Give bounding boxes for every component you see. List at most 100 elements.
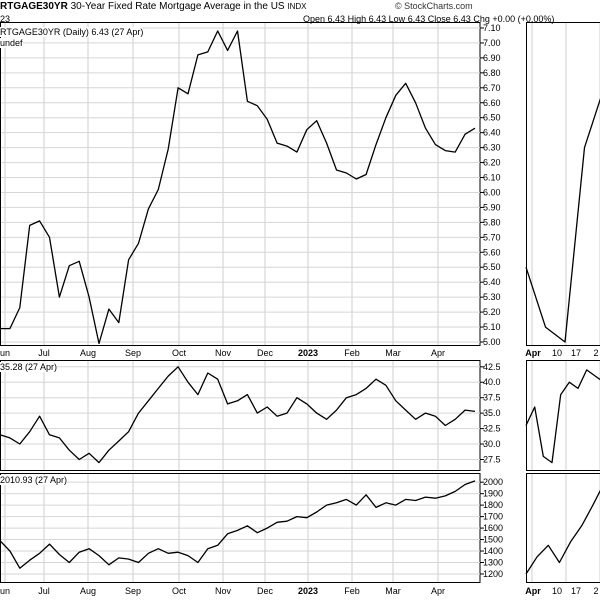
panel-frame-main (0, 22, 481, 346)
right-main-line (525, 97, 600, 343)
main-y-tick-label: 6.80 (483, 68, 501, 78)
main-y-tick-label: 5.80 (483, 217, 501, 227)
main-y-tick-label: 6.00 (483, 187, 501, 197)
right-bottom-x-tick-label: Apr (525, 586, 541, 596)
panel2-y-tick-label: 40.0 (483, 377, 501, 387)
open-label: Open (303, 14, 326, 24)
main-y-tick-label: 6.70 (483, 83, 501, 93)
right-x-tick-label: 10 (552, 348, 562, 358)
x-tick-label: Sep (125, 348, 141, 358)
x-tick-label: un (0, 348, 10, 358)
header-date-fragment: 23 (0, 14, 11, 24)
bottom-x-tick-label: Jul (38, 586, 50, 596)
low-value: 6.43 (407, 14, 426, 24)
panel2-y-tick-label: 32.5 (483, 424, 501, 434)
exchange-label: INDX (287, 2, 307, 11)
panel2-legend: 35.28 (27 Apr) (0, 362, 58, 372)
chg-label: Chg (473, 14, 490, 24)
chart-header: RTGAGE30YR 30-Year Fixed Rate Mortgage A… (0, 0, 554, 24)
right-third-line (525, 489, 600, 575)
right-bottom-x-tick-label: 2 (593, 586, 598, 596)
high-label: High (347, 14, 367, 24)
bottom-x-tick-label: Feb (344, 586, 360, 596)
main-y-tick-label: 5.70 (483, 232, 501, 242)
x-tick-label: Dec (257, 348, 274, 358)
main-y-tick-label: 6.10 (483, 173, 501, 183)
x-tick-label: Feb (344, 348, 360, 358)
high-value: 6.43 (368, 14, 387, 24)
bottom-x-tick-label: Oct (172, 586, 187, 596)
main-y-tick-label: 6.90 (483, 53, 501, 63)
mortgage-rate-line (0, 30, 476, 345)
panel3-y-tick-label: 1600 (483, 523, 503, 533)
panel3-line (0, 480, 476, 569)
panel2-y-tick-label: 42.5 (483, 362, 501, 372)
main-y-tick-label: 6.30 (483, 143, 501, 153)
bottom-x-tick-label: Dec (257, 586, 274, 596)
bottom-x-tick-label: un (0, 586, 10, 596)
panel-frame-second (0, 360, 481, 471)
panel3-y-tick-label: 1400 (483, 546, 503, 556)
right-bottom-x-tick-label: 17 (571, 586, 581, 596)
panel3-y-tick-label: 1900 (483, 489, 503, 499)
bottom-x-tick-label: Apr (431, 586, 445, 596)
main-y-tick-label: 6.50 (483, 113, 501, 123)
x-tick-label: Nov (215, 348, 232, 358)
main-y-tick-label: 6.40 (483, 128, 501, 138)
bottom-x-tick-label: Sep (125, 586, 141, 596)
right-panel-frame-main (526, 22, 600, 346)
right-bottom-x-tick-label: 10 (552, 586, 562, 596)
x-tick-label: Oct (172, 348, 187, 358)
symbol-description: 30-Year Fixed Rate Mortgage Average in t… (70, 1, 285, 12)
panel3-legend: 2010.93 (27 Apr) (0, 475, 68, 485)
ohlc-readout: Open 6.43 High 6.43 Low 6.43 Close 6.43 … (303, 13, 554, 25)
main-y-tick-label: 7.00 (483, 38, 501, 48)
right-x-tick-label: 17 (571, 348, 581, 358)
main-y-tick-label: 5.60 (483, 247, 501, 257)
main-y-tick-label: 7.10 (483, 23, 501, 33)
main-y-tick-label: 5.30 (483, 292, 501, 302)
main-y-tick-label: 5.20 (483, 307, 501, 317)
right-panel-frame-third (526, 473, 600, 583)
main-legend: RTGAGE30YR (Daily) 6.43 (27 Apr) (0, 27, 144, 37)
open-value: 6.43 (327, 14, 346, 24)
x-tick-label: Mar (385, 348, 401, 358)
panel3-y-tick-label: 1300 (483, 557, 503, 567)
brand-watermark: © StockCharts.com (395, 1, 473, 11)
panel2-y-tick-label: 35.0 (483, 408, 501, 418)
x-tick-label: 2023 (298, 348, 318, 358)
main-y-tick-label: 5.50 (483, 262, 501, 272)
main-y-tick-label: 5.40 (483, 277, 501, 287)
chg-value: +0.00 (+0.00%) (492, 14, 555, 24)
right-panel-frame-second (526, 360, 600, 471)
main-y-tick-label: 5.00 (483, 337, 501, 347)
main-y-tick-label: 5.90 (483, 202, 501, 212)
right-second-line (525, 369, 600, 464)
panel2-y-tick-label: 27.5 (483, 454, 501, 464)
panel3-y-tick-label: 1200 (483, 569, 503, 579)
x-tick-label: Apr (431, 348, 445, 358)
symbol-label: RTGAGE30YR (0, 1, 68, 12)
right-x-tick-label: 2 (593, 348, 598, 358)
low-label: Low (388, 14, 406, 24)
main-y-tick-label: 6.20 (483, 158, 501, 168)
right-x-tick-label: Apr (525, 348, 541, 358)
panel3-y-tick-label: 2000 (483, 477, 503, 487)
main-y-tick-label: 6.60 (483, 98, 501, 108)
main-y-tick-label: 5.10 (483, 322, 501, 332)
x-tick-label: Jul (38, 348, 50, 358)
bottom-x-tick-label: 2023 (298, 586, 318, 596)
bottom-x-tick-label: Aug (80, 586, 96, 596)
bottom-x-tick-label: Nov (215, 586, 232, 596)
panel2-y-tick-label: 37.5 (483, 393, 501, 403)
panel3-y-tick-label: 1800 (483, 500, 503, 510)
panel2-line (0, 366, 476, 464)
panel3-y-tick-label: 1500 (483, 535, 503, 545)
bottom-x-tick-label: Mar (385, 586, 401, 596)
close-value: 6.43 (453, 14, 471, 24)
panel3-y-tick-label: 1700 (483, 512, 503, 522)
panel2-y-tick-label: 30.0 (483, 439, 501, 449)
main-legend-sub: undef (0, 38, 23, 48)
close-label: Close (427, 14, 451, 24)
